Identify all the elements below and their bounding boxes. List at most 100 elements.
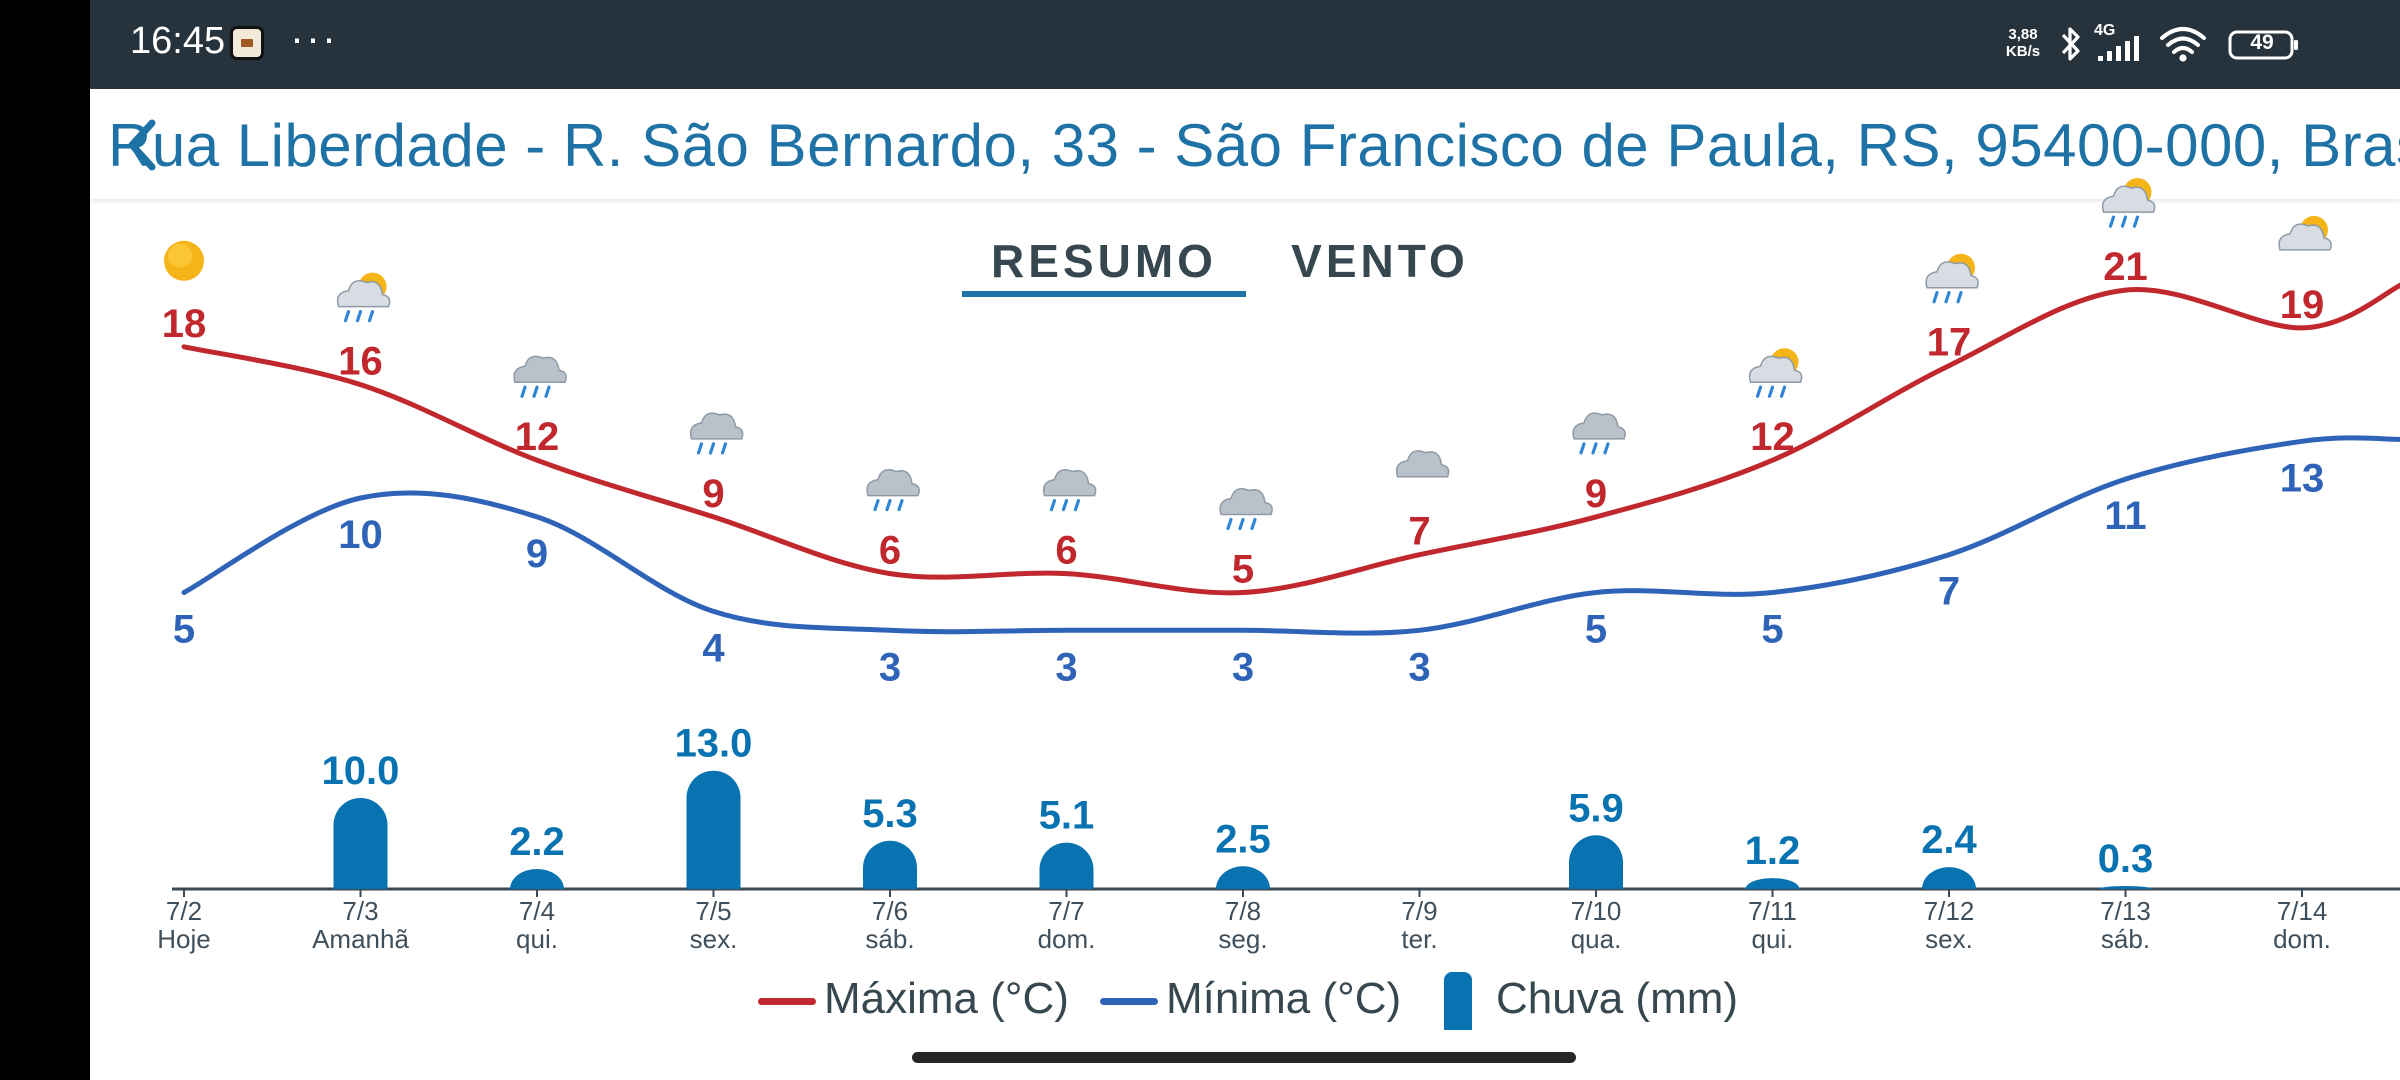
rain-bar: [1745, 878, 1800, 889]
x-day-label: sáb.: [2101, 924, 2150, 954]
cloud-rain-icon: [1042, 469, 1097, 512]
legend-max: Máxima (°C): [758, 969, 1069, 1029]
legend-min-swatch: [1100, 997, 1158, 1005]
more-notifications-icon: ···: [290, 14, 338, 61]
rain-label: 0.3: [2098, 837, 2154, 881]
min-temp-label: 3: [1232, 645, 1254, 689]
legend-min-label: Mínima (°C): [1166, 974, 1402, 1023]
rain-label: 2.4: [1921, 818, 1977, 862]
x-date-label: 7/2: [166, 896, 202, 926]
cloud-icon: [1395, 450, 1450, 478]
rain-label: 5.3: [862, 792, 918, 836]
max-temp-label: 6: [1055, 529, 1077, 573]
min-temp-label: 3: [879, 645, 901, 689]
net-speed-unit: KB/s: [2005, 43, 2041, 60]
status-time: 16:45: [130, 20, 226, 62]
legend-max-label: Máxima (°C): [824, 974, 1069, 1023]
rain-label: 5.9: [1568, 786, 1624, 830]
legend-min: Mínima (°C): [1100, 969, 1401, 1029]
tab-vento[interactable]: VENTO: [1291, 235, 1469, 287]
x-day-label: dom.: [1038, 924, 1096, 954]
rain-bar: [510, 868, 564, 889]
min-temp-line: [181, 435, 2400, 636]
legend-rain-label: Chuva (mm): [1496, 974, 1739, 1023]
x-day-label: Hoje: [157, 924, 210, 954]
max-temp-label: 16: [338, 340, 383, 384]
x-day-label: qui.: [516, 924, 558, 954]
x-date-label: 7/3: [342, 896, 378, 926]
x-day-label: sáb.: [865, 924, 914, 954]
app-header: Rua Liberdade - R. São Bernardo, 33 - Sã…: [90, 89, 2400, 199]
min-temp-label: 5: [173, 608, 195, 652]
bluetooth-icon: [2061, 27, 2080, 61]
location-title: Rua Liberdade - R. São Bernardo, 33 - Sã…: [108, 112, 2400, 179]
chevron-left-icon[interactable]: [122, 117, 162, 173]
max-temp-label: 12: [515, 415, 560, 459]
min-temp-label: 10: [338, 513, 383, 557]
x-date-label: 7/7: [1048, 896, 1084, 926]
cloud-rain-icon: [689, 412, 744, 455]
cloud-rain-icon: [1219, 488, 1273, 531]
x-date-label: 7/9: [1401, 896, 1437, 926]
cloud-rain-icon: [1572, 412, 1626, 455]
x-day-label: seg.: [1218, 924, 1267, 954]
min-temp-label: 11: [2104, 494, 2146, 538]
notification-app-icon: [230, 26, 264, 60]
x-day-label: ter.: [1401, 924, 1437, 954]
cloud-rain-icon: [866, 469, 920, 512]
max-temp-label: 12: [1750, 415, 1795, 459]
max-temp-label: 19: [2280, 283, 2325, 327]
max-temp-label: 17: [1927, 321, 1972, 365]
min-temp-label: 3: [1408, 645, 1430, 689]
battery-icon: [2228, 30, 2298, 60]
rain-label: 2.2: [509, 820, 565, 864]
max-temp-label: 9: [702, 472, 724, 516]
app-window: 16:45 ··· 3,88 KB/s 4G: [90, 0, 2400, 1080]
rain-label: 2.5: [1215, 817, 1271, 861]
rain-bar: [1039, 842, 1094, 889]
legend-max-swatch: [758, 997, 816, 1005]
net-speed-value: 3,88: [2008, 26, 2038, 43]
sun-icon: [164, 240, 204, 281]
active-tab-indicator: [962, 291, 1246, 297]
signal-icon: [2098, 36, 2139, 61]
rain-label: 13.0: [675, 722, 753, 766]
legend-rain-swatch: [1444, 972, 1472, 1031]
x-date-label: 7/10: [1571, 896, 1622, 926]
net-speed: 3,88 KB/s: [2000, 26, 2046, 60]
status-bar: 16:45 ··· 3,88 KB/s 4G: [90, 0, 2400, 89]
rain-bar: [863, 840, 917, 889]
x-date-label: 7/5: [695, 896, 731, 926]
max-temp-label: 6: [879, 529, 901, 573]
cloud-rain-icon: [513, 355, 567, 398]
home-indicator[interactable]: [912, 1052, 1576, 1063]
sun-cloud-rain-icon: [1748, 348, 1803, 398]
x-date-label: 7/12: [1924, 896, 1975, 926]
wifi-icon: [2160, 27, 2206, 62]
max-temp-label: 9: [1585, 472, 1607, 516]
network-type: 4G: [2094, 22, 2116, 39]
max-temp-line: [181, 282, 2400, 596]
min-temp-label: 5: [1761, 608, 1783, 652]
x-date-label: 7/4: [519, 896, 555, 926]
tab-resumo[interactable]: RESUMO: [991, 235, 1217, 287]
status-icons: 3,88 KB/s 4G: [2000, 0, 2400, 89]
x-day-label: qui.: [1752, 924, 1794, 954]
x-day-label: dom.: [2273, 924, 2331, 954]
chart-legend: Máxima (°C) Mínima (°C) Chuva (mm): [90, 965, 2400, 1035]
x-date-label: 7/11: [1748, 896, 1797, 926]
rain-label: 10.0: [322, 749, 400, 793]
x-day-label: Amanhã: [312, 924, 409, 954]
x-date-label: 7/8: [1225, 896, 1261, 926]
rain-label: 5.1: [1039, 794, 1095, 838]
x-date-label: 7/13: [2100, 896, 2151, 926]
rain-bar: [1216, 866, 1270, 889]
min-temp-label: 9: [526, 532, 548, 576]
tab-bar: RESUMO VENTO: [90, 210, 2400, 310]
x-day-label: qua.: [1571, 924, 1622, 954]
min-temp-label: 4: [702, 626, 725, 670]
rain-bar: [2098, 886, 2153, 889]
min-temp-label: 7: [1938, 570, 1960, 614]
forecast-chart: 1857/2Hoje161010.07/3Amanhã1292.27/4qui.…: [157, 178, 2400, 954]
rain-label: 1.2: [1745, 829, 1801, 873]
